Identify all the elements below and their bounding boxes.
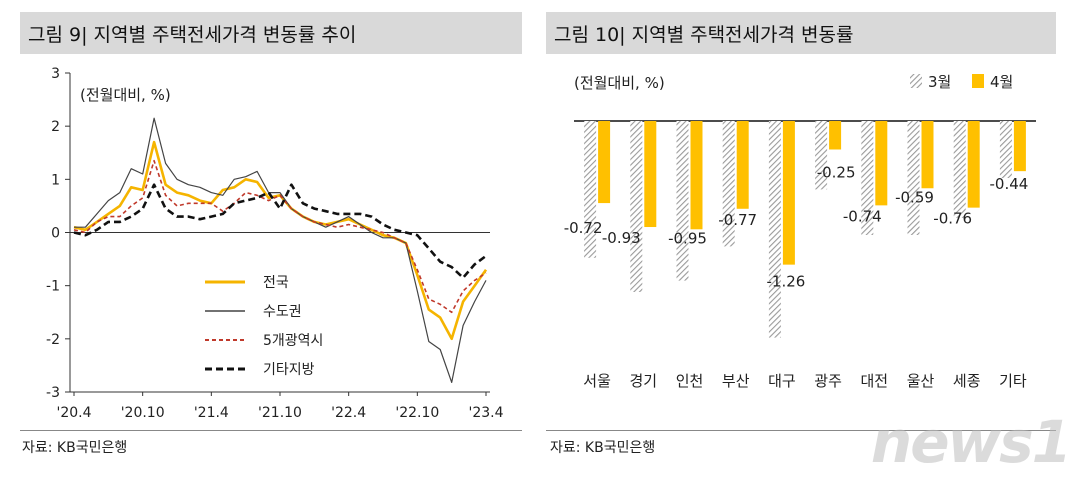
- left-panel: 그림 9| 지역별 주택전세가격 변동률 추이 (전월대비, %) 3 2 1 0 -1…: [0, 0, 540, 486]
- series-metro5-line: [73, 159, 487, 314]
- x-tick-label: '21.4: [194, 405, 229, 421]
- y-tick-label: -2: [46, 332, 60, 348]
- data-label: -0.74: [843, 207, 882, 225]
- data-label: -0.59: [895, 188, 934, 206]
- data-label: -1.26: [766, 273, 805, 291]
- category-label: 대구: [768, 372, 796, 390]
- line-axes: 3 2 1 0 -1 -2 -3 '20.4 '20.10 '21.4 '21.10 '22.4 '22…: [46, 66, 504, 421]
- y-tick-label: -3: [46, 385, 60, 401]
- bar-april: [644, 121, 657, 228]
- category-label: 부산: [722, 372, 750, 390]
- category-label: 세종: [953, 372, 981, 390]
- bar-chart: (전월대비, %) 3월 4월 서울 -0.72 경기 -0.93 인천 -0.95 부산 -0…: [564, 73, 1036, 391]
- x-tick-label: '20.4: [56, 405, 91, 421]
- bar-march: [584, 121, 597, 258]
- bar-april: [782, 121, 795, 265]
- bar-april: [967, 121, 980, 208]
- legend-label: 전국: [263, 275, 289, 291]
- bar-april: [875, 121, 888, 206]
- bar-april: [829, 121, 842, 150]
- legend-swatch-march: [910, 74, 922, 88]
- bar-april: [690, 121, 703, 230]
- y-tick-label: 0: [51, 226, 60, 242]
- series-other-regions-line: [73, 183, 487, 280]
- legend-label: 5개광역시: [263, 333, 323, 349]
- legend-swatch-april: [972, 74, 984, 88]
- bar-march: [815, 121, 828, 190]
- left-unit-label: (전월대비, %): [80, 86, 171, 104]
- data-label: -0.44: [989, 175, 1028, 193]
- bar-april: [598, 121, 611, 204]
- legend-label-march: 3월: [928, 73, 951, 91]
- category-label: 서울: [583, 372, 611, 390]
- bar-march: [630, 121, 643, 292]
- right-panel: 그림 10| 지역별 주택전세가격 변동률 (전월대비, %) 3월 4월 서울 -…: [546, 0, 1084, 486]
- category-label: 인천: [676, 372, 704, 390]
- category-label: 울산: [907, 372, 935, 390]
- category-label: 기타: [999, 372, 1027, 390]
- line-series-group: [73, 117, 488, 383]
- data-label: -0.95: [668, 229, 707, 247]
- bar-march: [768, 121, 781, 338]
- x-tick-label: '22.10: [395, 405, 439, 421]
- bar-march: [907, 121, 920, 235]
- data-label: -0.25: [817, 164, 856, 182]
- legend-label: 수도권: [263, 304, 302, 320]
- right-divider: [546, 430, 1056, 431]
- bar-march: [999, 121, 1012, 178]
- x-tick-label: '23.4: [468, 405, 503, 421]
- y-tick-label: 3: [51, 66, 60, 82]
- x-tick-label: '20.10: [121, 405, 165, 421]
- bar-april: [1013, 121, 1026, 172]
- legend-label: 기타지방: [263, 362, 315, 378]
- bar-march: [953, 121, 966, 218]
- y-tick-label: 2: [51, 119, 60, 135]
- category-label: 대전: [860, 372, 888, 390]
- category-label: 경기: [629, 372, 657, 390]
- data-label: -0.76: [933, 210, 972, 228]
- bar-march: [722, 121, 735, 247]
- left-chart-title: 그림 9| 지역별 주택전세가격 변동률 추이: [20, 12, 522, 54]
- bar-march: [676, 121, 689, 281]
- data-label: -0.72: [564, 219, 603, 237]
- category-label: 광주: [814, 372, 842, 390]
- right-unit-label: (전월대비, %): [574, 74, 665, 92]
- line-chart: (전월대비, %) 3 2 1 0 -1 -2 -3 '20.4 '20.10 '21.4 '21.…: [46, 66, 504, 421]
- bar-april: [921, 121, 934, 189]
- x-tick-label: '22.4: [331, 405, 366, 421]
- y-tick-label: 1: [51, 172, 60, 188]
- data-label: -0.93: [602, 229, 641, 247]
- bar-marks-group: [574, 120, 1036, 338]
- data-label: -0.77: [718, 211, 757, 229]
- bar-march: [861, 121, 874, 235]
- news1-watermark: news1: [870, 408, 1072, 476]
- bar-labels-group: 서울 -0.72 경기 -0.93 인천 -0.95 부산 -0.77 대구 -1.26 광주 -0.…: [564, 164, 1029, 391]
- left-source: 자료: KB국민은행: [22, 440, 128, 456]
- x-tick-label: '21.10: [258, 405, 302, 421]
- bar-april: [736, 121, 749, 209]
- right-chart-title: 그림 10| 지역별 주택전세가격 변동률: [546, 12, 1056, 54]
- legend-label-april: 4월: [990, 73, 1013, 91]
- bar-legend: 3월 4월: [910, 73, 1013, 91]
- right-source: 자료: KB국민은행: [550, 440, 656, 456]
- y-tick-label: -1: [46, 279, 60, 295]
- left-divider: [20, 430, 522, 431]
- series-sudogwon-line: [74, 117, 487, 383]
